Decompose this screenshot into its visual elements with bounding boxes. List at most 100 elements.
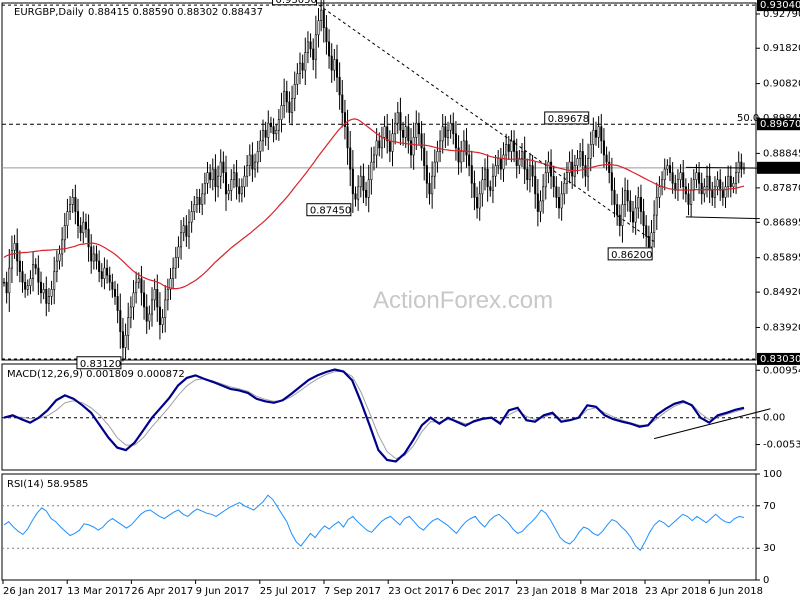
price-annotation-label: 0.93050 [276, 0, 317, 6]
candle-body [653, 214, 656, 234]
price-panel: 0.93050 0.87450 0.83120 0.89678 0.86200 [2, 0, 760, 370]
candle-body [341, 94, 344, 113]
symbol-title: EURGBP,Daily [14, 7, 84, 18]
watermark-text: ActionForex.com [373, 287, 553, 314]
candle-body [692, 179, 695, 191]
candle-body [172, 267, 175, 280]
candle-body [666, 165, 669, 170]
candle-body [90, 246, 93, 262]
candle-body [2, 281, 6, 284]
candle-body [425, 165, 428, 184]
candle-body [230, 179, 233, 191]
candle-body [671, 172, 674, 184]
candle-body [92, 253, 95, 262]
candle-body [13, 243, 16, 251]
candle-body [111, 281, 114, 290]
candle-body [275, 129, 278, 135]
candle-body [695, 172, 698, 181]
candle-body [203, 182, 206, 195]
candle-body [690, 190, 693, 205]
candle-body [354, 193, 357, 200]
candle-body [166, 289, 169, 301]
candle-body [602, 140, 605, 156]
candle-body [103, 267, 106, 280]
candle-body [32, 264, 35, 280]
candle-body [254, 161, 257, 170]
candle-body [235, 172, 238, 188]
candle-body [534, 175, 537, 195]
candle-body [100, 271, 103, 280]
candle-body [251, 154, 254, 170]
candle-body [542, 186, 545, 202]
candle-body [663, 168, 666, 181]
candle-body [668, 165, 672, 173]
top-level-label: 0.93040 [760, 0, 800, 11]
candle-body [716, 179, 719, 188]
candle-body [468, 154, 471, 166]
candle-body [489, 186, 492, 191]
candle-body [98, 260, 101, 272]
candle-body [729, 175, 732, 188]
candle-body [71, 197, 74, 205]
date-tick-label: 26 Jan 2017 [3, 586, 63, 597]
candle-body [560, 193, 563, 209]
candle-body [269, 122, 272, 128]
price-tick-label: 0.88845 [763, 148, 800, 159]
current-price-label: 0.88437 [760, 163, 800, 174]
candle-body [436, 151, 439, 163]
candle-body [505, 144, 508, 156]
price-panel-frame [1, 2, 757, 361]
price-tick-label: 0.86895 [763, 217, 800, 228]
candle-body [222, 161, 225, 173]
candle-body [264, 129, 267, 138]
candle-body [658, 186, 661, 198]
candle-body [642, 211, 645, 226]
candle-body [383, 126, 386, 138]
candle-body [536, 193, 539, 212]
candle-body [232, 172, 235, 181]
candle-body [608, 161, 611, 173]
candle-body [351, 168, 354, 195]
candle-body [589, 144, 592, 159]
candle-body [108, 274, 111, 283]
candle-body [357, 186, 360, 200]
candle-body [433, 161, 436, 177]
candle-body [174, 257, 177, 269]
candle-body [84, 221, 87, 230]
candle-body [187, 221, 191, 237]
candle-body [177, 246, 180, 258]
candle-body [735, 172, 738, 184]
candle-body [256, 151, 259, 163]
candle-body [280, 105, 283, 120]
date-tick-label: 23 Apr 2018 [645, 586, 707, 597]
candle-body [698, 172, 701, 184]
candle-body [439, 140, 442, 152]
candle-body [563, 182, 566, 195]
candle-body [613, 190, 616, 205]
candle-body [346, 126, 349, 149]
candle-body [460, 151, 463, 163]
candle-body [719, 179, 722, 191]
candle-body [76, 211, 80, 226]
candle-body [320, 9, 323, 21]
candle-body [444, 126, 447, 138]
candle-body [140, 278, 143, 294]
candle-body [581, 151, 584, 166]
candle-body [454, 133, 457, 149]
rsi-panel [2, 494, 756, 552]
fib-ratio-label: 50.0 [737, 113, 759, 124]
macd-line [3, 368, 745, 463]
candle-body [526, 168, 529, 181]
candle-body [243, 175, 246, 188]
candle-body [520, 151, 524, 159]
candle-body [713, 186, 716, 198]
candle-body [293, 83, 296, 99]
candle-body [74, 197, 77, 212]
candle-body [5, 281, 8, 294]
candle-body [711, 190, 714, 198]
candle-body [362, 175, 365, 191]
candle-body [705, 175, 709, 188]
